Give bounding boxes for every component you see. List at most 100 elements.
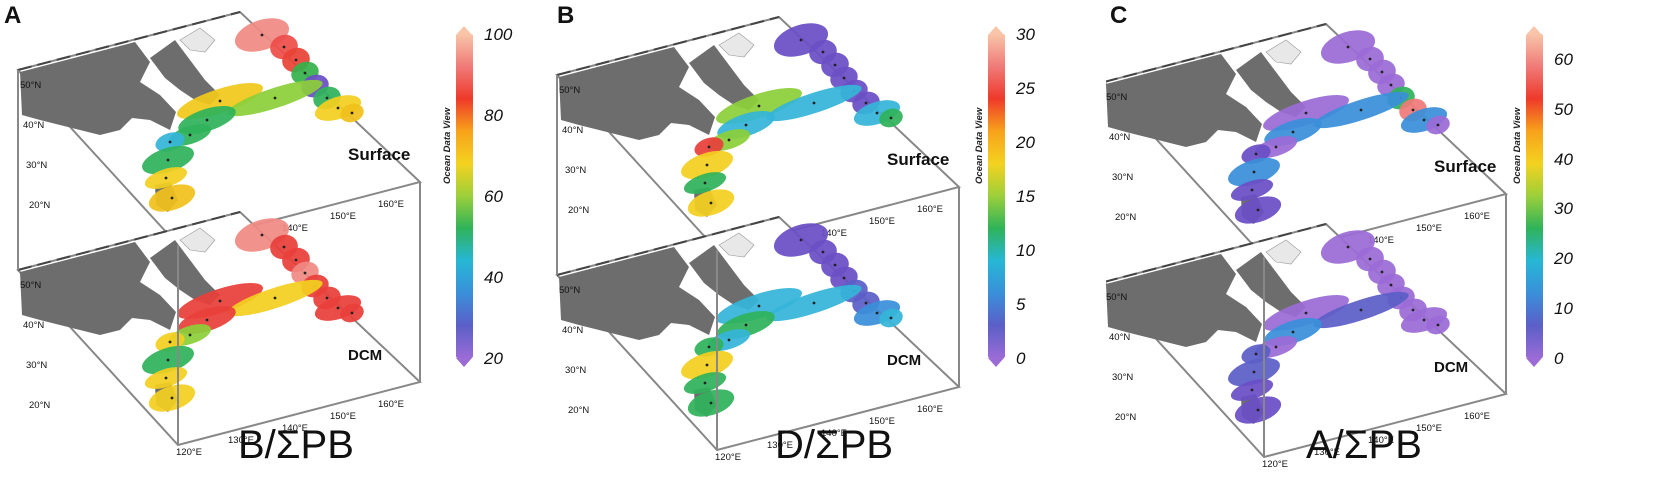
station-dot: [166, 358, 170, 362]
station-dot: [1304, 111, 1308, 115]
station-dot: [833, 63, 837, 67]
ratio-label: B/ΣPB: [238, 423, 354, 467]
station-dot: [164, 176, 168, 180]
station-dot: [350, 311, 354, 315]
longitude-label: 120°E: [176, 447, 202, 458]
colorbar-top-arrow: [1526, 26, 1542, 35]
station-dot: [166, 158, 170, 162]
panel-a: A 50°N 40°N 30°N 20°N 120°E 130°E 140°E 150°E 16…: [0, 0, 553, 491]
latitude-label: 50°N: [559, 85, 580, 96]
longitude-label: 150°E: [1416, 423, 1442, 434]
station-dot: [1389, 83, 1393, 87]
colorbar-tick-label: 20: [1016, 133, 1035, 152]
station-dot: [875, 111, 879, 115]
latitude-label: 40°N: [562, 325, 583, 336]
station-dot: [727, 338, 731, 342]
colorbar: Ocean Data View 100 80 60 40 20: [442, 24, 546, 384]
station-dot: [889, 316, 893, 320]
ratio-label: D/ΣPB: [775, 423, 894, 467]
landmass-mainland: [1106, 54, 1262, 147]
latitude-label: 50°N: [20, 280, 41, 291]
layer-edge-dashes: [1106, 23, 1327, 83]
map-stack-svg: 50°N 40°N 30°N 20°N 120°E 130°E 140°E 150°E 160°…: [16, 10, 422, 458]
colorbar-bottom-arrow: [456, 358, 472, 367]
surface-layer: 50°N40°N30°N20°N120°E130°E140°E150°E160°…: [555, 15, 961, 263]
latitude-label: 50°N: [1106, 292, 1127, 303]
station-dot: [727, 138, 731, 142]
colorbar-tick-label: 30: [1016, 25, 1035, 44]
latitude-label: 40°N: [1109, 332, 1130, 343]
station-dot: [1252, 170, 1256, 174]
station-dot: [168, 340, 172, 344]
landmass-peninsula: [689, 245, 759, 310]
layer-label-dcm: DCM: [887, 352, 921, 369]
station-dot: [273, 296, 277, 300]
station-dot: [842, 76, 846, 80]
station-dot: [1422, 318, 1426, 322]
colorbar-tick-label: 20: [1554, 249, 1573, 269]
landmass-peninsula: [150, 240, 220, 305]
longitude-label: 140°E: [821, 228, 847, 239]
colorbar-tick-label: 40: [484, 268, 503, 287]
station-dot: [325, 96, 329, 100]
longitude-label: 130°E: [1314, 447, 1340, 458]
colorbar-tick-label: 40: [1554, 149, 1573, 169]
latitude-label: 40°N: [23, 120, 44, 131]
station-dot: [1411, 108, 1415, 112]
colorbar-bottom-arrow: [1526, 358, 1542, 367]
station-dot: [757, 304, 761, 308]
station-dot: [282, 245, 286, 249]
colorbar-tick-label: 100: [484, 25, 513, 44]
map-stack: 50°N 40°N 30°N 20°N 120°E 130°E 140°E 150°E 160°…: [1106, 22, 1508, 470]
dcm-layer: 50°N 40°N 30°N 20°N 120°E 130°E 140°E 150°E 160°…: [1106, 222, 1508, 470]
surface-layer: 50°N40°N30°N20°N120°E130°E140°E150°E160°…: [1106, 22, 1508, 270]
station-dot: [864, 301, 868, 305]
map-stack: 50°N 40°N 30°N 20°N 120°E 130°E 140°E 150°E 160°…: [16, 10, 422, 458]
station-dot: [703, 381, 707, 385]
station-dot: [799, 38, 803, 42]
colorbar-credit: Ocean Data View: [1512, 107, 1523, 184]
station-dot: [350, 111, 354, 115]
ratio-label: A/ΣPB: [1306, 423, 1422, 467]
longitude-label: 160°E: [1464, 411, 1490, 422]
longitude-label: 130°E: [767, 440, 793, 451]
longitude-label: 140°E: [1368, 235, 1394, 246]
station-dot: [303, 271, 307, 275]
longitude-label: 150°E: [869, 416, 895, 427]
map-stack: 50°N 40°N 30°N 20°N 120°E 130°E 140°E 150°E 160°…: [555, 15, 961, 463]
station-dot: [282, 45, 286, 49]
station-dot: [757, 104, 761, 108]
layer-edge-dashes: [17, 211, 241, 271]
latitude-label: 50°N: [559, 285, 580, 296]
longitude-label: 150°E: [330, 211, 356, 222]
latitude-label: 30°N: [565, 365, 586, 376]
colorbar-top-arrow: [456, 26, 472, 35]
station-dot: [1274, 145, 1278, 149]
landmass-mainland: [559, 247, 715, 340]
colorbar: Ocean Data View 30 25 20 15 10 5 0: [974, 24, 1078, 384]
station-dot: [205, 318, 209, 322]
surface-layer: 50°N40°N30°N20°N120°E130°E140°E150°E160°…: [16, 10, 422, 258]
station-dot: [707, 345, 711, 349]
latitude-label: 50°N: [20, 80, 41, 91]
layer-edge-dashes: [556, 16, 780, 76]
station-dot: [294, 58, 298, 62]
colorbar-tick-label: 0: [1016, 349, 1026, 368]
station-dot: [864, 101, 868, 105]
station-dot: [260, 233, 264, 237]
layer-edge-dashes: [1106, 223, 1327, 283]
station-dot: [833, 263, 837, 267]
latitude-label: 40°N: [23, 320, 44, 331]
landmass-mainland: [559, 47, 715, 140]
latitude-label: 30°N: [1112, 372, 1133, 383]
station-dot: [1380, 270, 1384, 274]
station-dot: [1250, 188, 1254, 192]
station-dot: [325, 296, 329, 300]
landmass-island: [1265, 39, 1302, 65]
colorbar-tick-label: 20: [484, 349, 503, 368]
longitude-label: 160°E: [378, 399, 404, 410]
longitude-label: 130°E: [228, 435, 254, 446]
station-dot: [1436, 323, 1440, 327]
landmass-peninsula: [150, 40, 220, 105]
colorbar-top-arrow: [988, 26, 1004, 35]
